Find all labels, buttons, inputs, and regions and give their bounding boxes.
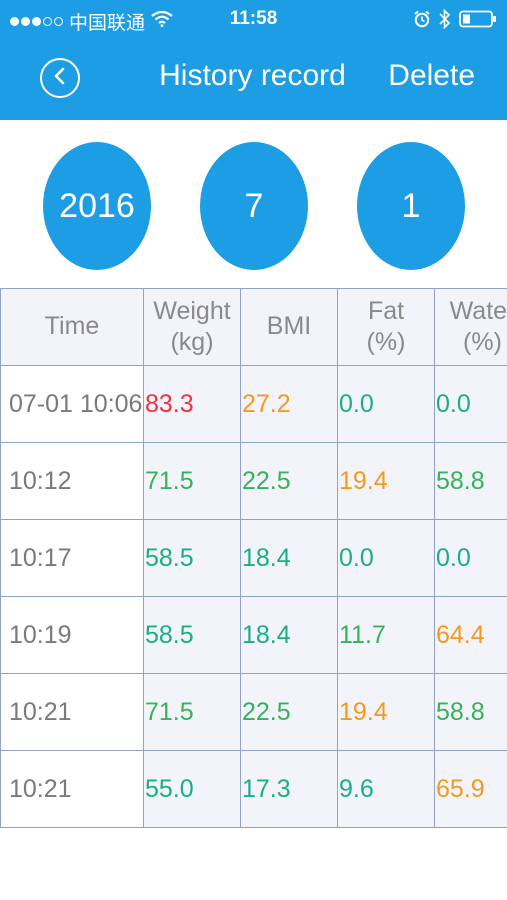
water-cell: 0.0 [434,365,507,443]
time-cell: 07-01 10:06 [0,365,144,443]
column-header-time-label: Time [44,312,100,341]
status-time: 11:58 [229,8,278,29]
column-header-weight-unit: (kg) [170,328,214,356]
bmi-cell: 18.4 [240,519,338,597]
table-row[interactable]: 07-01 10:06 83.3 27.2 0.0 0.0 [0,365,507,443]
weight-cell: 55.0 [143,750,241,828]
month-selector-button[interactable]: 7 [200,142,308,270]
status-left: 中国联通 [10,8,173,35]
time-cell: 10:21 [0,673,144,751]
app-header: 中国联通 11:58 [0,0,507,120]
table-row[interactable]: 10:19 58.5 18.4 11.7 64.4 [0,596,507,674]
water-cell: 0.0 [434,519,507,597]
column-header-water-label: Water [449,296,507,325]
table-row[interactable]: 10:21 55.0 17.3 9.6 65.9 [0,750,507,828]
bmi-cell: 18.4 [240,596,338,674]
column-header-weight: Weight (kg) [143,288,241,366]
delete-button[interactable]: Delete [388,59,475,92]
page-title: History record [159,59,346,92]
weight-cell: 71.5 [143,442,241,520]
bmi-cell: 17.3 [240,750,338,828]
table-row[interactable]: 10:12 71.5 22.5 19.4 58.8 [0,442,507,520]
fat-cell: 19.4 [337,442,435,520]
day-selector-button[interactable]: 1 [357,142,465,270]
weight-cell: 83.3 [143,365,241,443]
wifi-icon [151,10,173,33]
water-cell: 65.9 [434,750,507,828]
battery-icon [459,10,497,34]
chevron-left-icon [52,66,68,91]
column-header-water-unit: (%) [463,328,502,356]
column-header-weight-label: Weight [153,296,231,325]
status-right [413,8,497,35]
weight-cell: 58.5 [143,596,241,674]
weight-cell: 71.5 [143,673,241,751]
fat-cell: 9.6 [337,750,435,828]
water-cell: 64.4 [434,596,507,674]
column-header-time: Time [0,288,144,366]
bmi-cell: 27.2 [240,365,338,443]
alarm-icon [413,10,431,34]
fat-cell: 0.0 [337,519,435,597]
column-header-fat: Fat (%) [337,288,435,366]
column-header-bmi: BMI [240,288,338,366]
year-selector-button[interactable]: 2016 [43,142,151,270]
history-table: Time Weight (kg) BMI Fat (%) Water (%) [0,288,507,828]
time-cell: 10:12 [0,442,144,520]
history-table-container[interactable]: Time Weight (kg) BMI Fat (%) Water (%) [0,288,507,828]
time-cell: 10:21 [0,750,144,828]
column-header-fat-unit: (%) [366,328,406,356]
fat-cell: 11.7 [337,596,435,674]
nav-bar: History record Delete [0,40,507,120]
column-header-fat-label: Fat [367,296,405,325]
water-cell: 58.8 [434,442,507,520]
bluetooth-icon [439,8,451,35]
time-cell: 10:17 [0,519,144,597]
column-header-water: Water (%) [434,288,507,366]
water-cell: 58.8 [434,673,507,751]
status-bar: 中国联通 11:58 [0,0,507,40]
signal-strength-icon [10,17,63,26]
weight-cell: 58.5 [143,519,241,597]
back-button[interactable] [40,58,80,98]
fat-cell: 19.4 [337,673,435,751]
bmi-cell: 22.5 [240,673,338,751]
time-cell: 10:19 [0,596,144,674]
bmi-cell: 22.5 [240,442,338,520]
table-row[interactable]: 10:21 71.5 22.5 19.4 58.8 [0,673,507,751]
carrier-name: 中国联通 [69,13,146,34]
fat-cell: 0.0 [337,365,435,443]
table-row[interactable]: 10:17 58.5 18.4 0.0 0.0 [0,519,507,597]
column-header-bmi-label: BMI [266,312,312,341]
table-header-row: Time Weight (kg) BMI Fat (%) Water (%) [0,288,507,366]
